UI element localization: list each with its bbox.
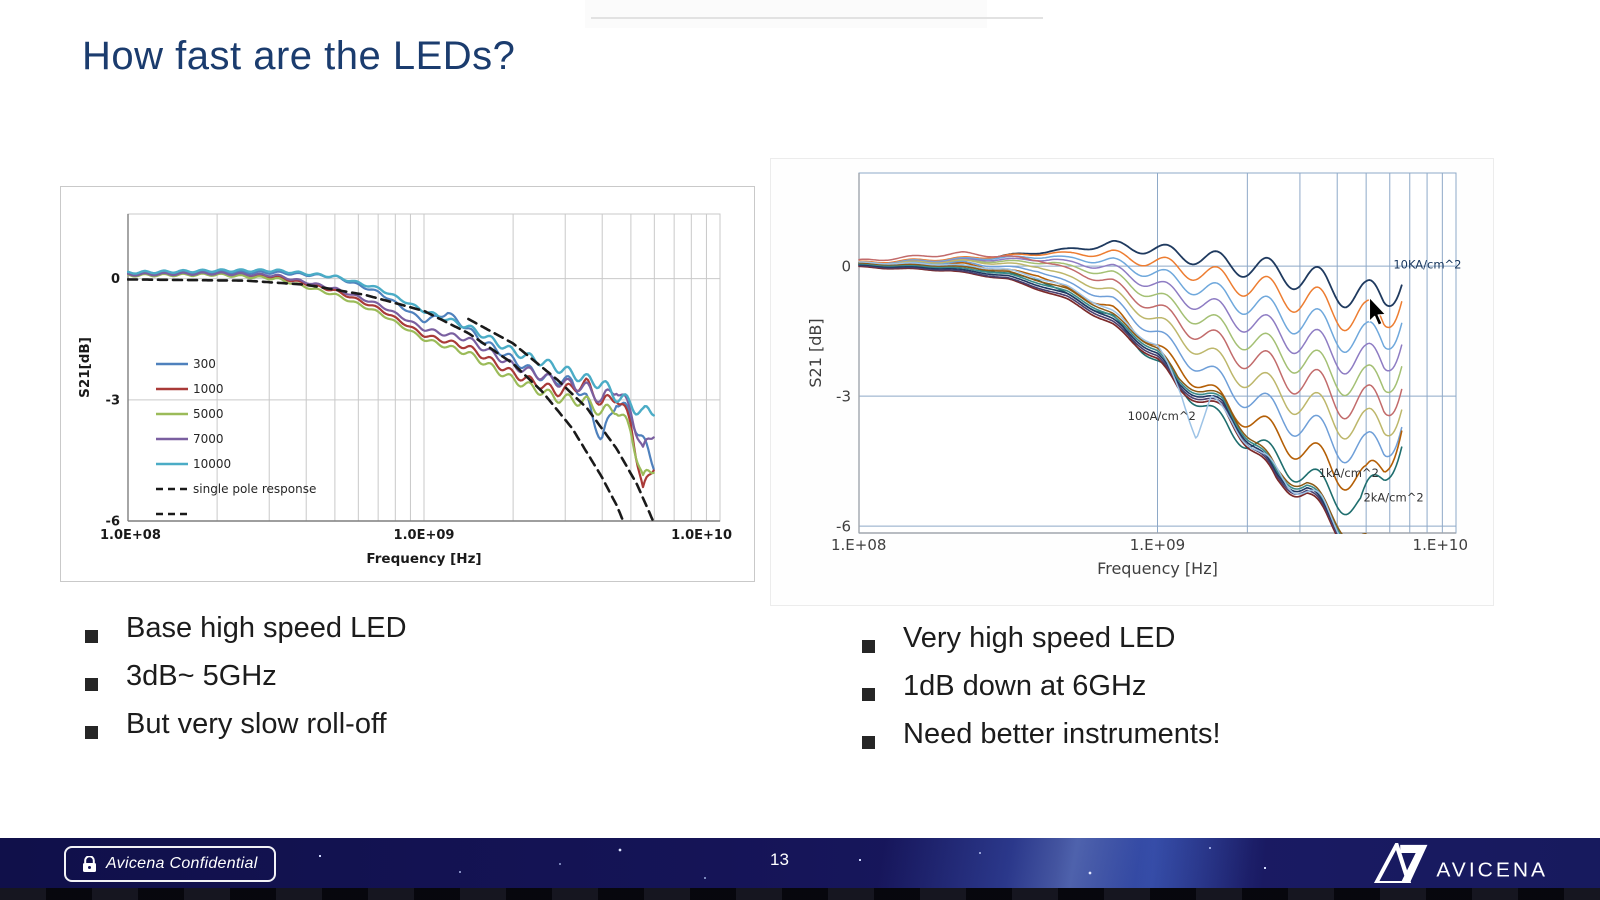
confidential-badge: Avicena Confidential <box>64 846 276 882</box>
svg-text:Frequency [Hz]: Frequency [Hz] <box>366 551 481 567</box>
list-item: But very slow roll-off <box>85 708 407 756</box>
list-item: 3dB~ 5GHz <box>85 660 407 708</box>
bottom-edge-strip <box>0 888 1600 900</box>
avicena-logo: AVICENA <box>1372 843 1548 883</box>
avicena-logo-mark-icon <box>1370 843 1432 883</box>
right-s21-chart: 0 -3 -61.E+08 1.E+09 1.E+10 Frequency [Hz] S21… <box>806 172 1468 578</box>
list-item: Need better instruments! <box>862 718 1221 766</box>
square-bullet-icon <box>862 735 875 749</box>
svg-text:-6: -6 <box>836 517 851 535</box>
svg-text:1.0E+09: 1.0E+09 <box>394 528 455 543</box>
svg-text:0: 0 <box>111 272 120 287</box>
svg-text:1.E+10: 1.E+10 <box>1413 536 1468 554</box>
square-bullet-icon <box>85 725 98 739</box>
slide-page-number: 13 <box>770 850 789 869</box>
lock-icon <box>82 855 97 873</box>
svg-text:S21[dB]: S21[dB] <box>77 337 93 398</box>
svg-text:100A/cm^2: 100A/cm^2 <box>1128 409 1196 423</box>
square-bullet-icon <box>85 629 98 643</box>
bullet-text: 1dB down at 6GHz <box>903 670 1147 702</box>
list-item: Base high speed LED <box>85 612 407 660</box>
list-item: 1dB down at 6GHz <box>862 670 1221 718</box>
svg-text:single pole response: single pole response <box>193 482 316 496</box>
svg-text:300: 300 <box>193 357 216 371</box>
svg-text:-6: -6 <box>106 515 120 530</box>
svg-text:10000: 10000 <box>193 457 231 471</box>
svg-text:1000: 1000 <box>193 382 224 396</box>
bullet-text: But very slow roll-off <box>126 708 387 740</box>
square-bullet-icon <box>862 639 875 653</box>
left-bullet-list: Base high speed LED 3dB~ 5GHz But very s… <box>85 612 407 756</box>
right-chart-panel: 0 -3 -6 1.E+08 1.E+09 1.E+10 Frequency [Hz] S21… <box>770 158 1494 606</box>
svg-text:0: 0 <box>841 257 851 275</box>
svg-text:7000: 7000 <box>193 432 224 446</box>
svg-text:2kA/cm^2: 2kA/cm^2 <box>1363 490 1423 504</box>
svg-text:10KA/cm^2: 10KA/cm^2 <box>1393 257 1461 271</box>
bullet-text: Need better instruments! <box>903 718 1221 750</box>
page-title: How fast are the LEDs? <box>82 34 516 78</box>
svg-text:-3: -3 <box>106 393 120 408</box>
svg-text:Frequency [Hz]: Frequency [Hz] <box>1097 559 1218 578</box>
avicena-logo-text: AVICENA <box>1436 859 1548 882</box>
svg-text:1.E+08: 1.E+08 <box>831 536 886 554</box>
svg-text:5000: 5000 <box>193 407 224 421</box>
top-overlay-artifact <box>585 0 1043 28</box>
left-chart-panel: 0 -3 -6 1.0E+08 1.0E+09 1.0E+10 Frequency [Hz]… <box>60 186 755 582</box>
svg-text:1.E+09: 1.E+09 <box>1130 536 1185 554</box>
square-bullet-icon <box>862 687 875 701</box>
svg-text:1.0E+08: 1.0E+08 <box>100 528 161 543</box>
confidential-label: Avicena Confidential <box>106 855 258 872</box>
svg-text:1.0E+10: 1.0E+10 <box>671 528 732 543</box>
bullet-text: Base high speed LED <box>126 612 407 644</box>
svg-text:S21 [dB]: S21 [dB] <box>806 318 825 387</box>
list-item: Very high speed LED <box>862 622 1221 670</box>
right-bullet-list: Very high speed LED 1dB down at 6GHz Nee… <box>862 622 1221 766</box>
bullet-text: Very high speed LED <box>903 622 1176 654</box>
square-bullet-icon <box>85 677 98 691</box>
svg-text:1kA/cm^2: 1kA/cm^2 <box>1319 466 1379 480</box>
svg-text:-3: -3 <box>836 387 851 405</box>
left-s21-chart: 0 -3 -61.0E+08 1.0E+09 1.0E+10 Frequency [Hz]… <box>77 213 732 567</box>
footer-bar: Avicena Confidential 13 AVICENA <box>0 838 1600 888</box>
bullet-text: 3dB~ 5GHz <box>126 660 277 692</box>
